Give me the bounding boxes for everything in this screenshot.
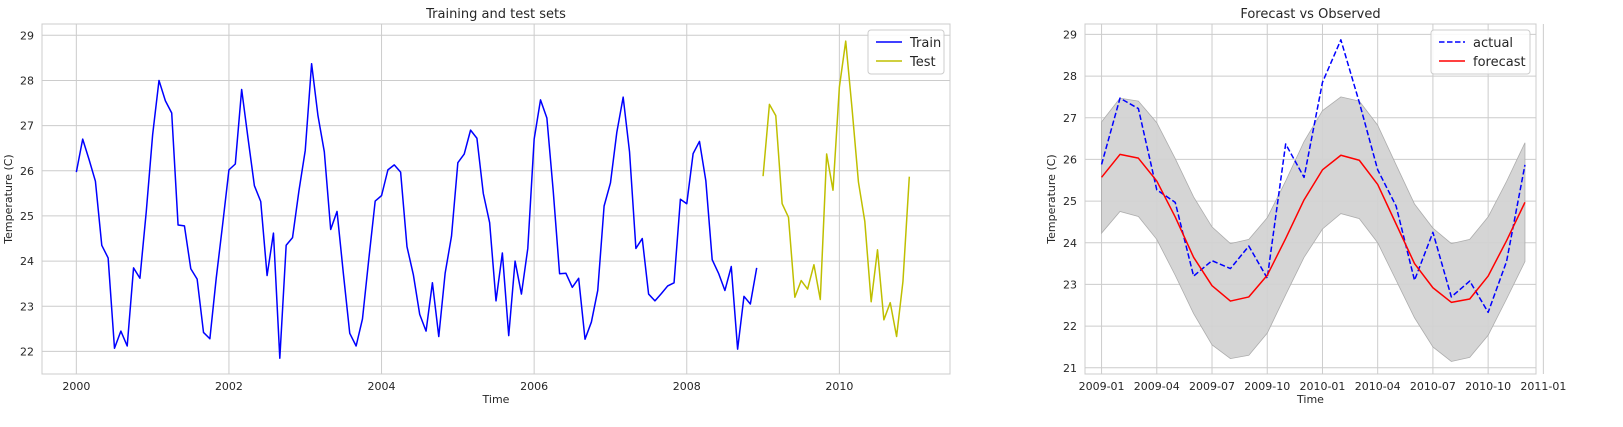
x-tick-label: 2004	[368, 380, 396, 393]
x-tick-label: 2008	[673, 380, 701, 393]
x-tick-label: 2010	[825, 380, 853, 393]
x-tick-label: 2009-01	[1079, 380, 1125, 393]
x-tick-label: 2000	[62, 380, 90, 393]
x-tick-label: 2010-07	[1410, 380, 1456, 393]
y-tick-label: 29	[1063, 28, 1077, 41]
y-tick-label: 25	[20, 210, 34, 223]
y-tick-label: 22	[1063, 320, 1077, 333]
confidence-band	[1101, 96, 1526, 362]
x-tick-label: 2009-07	[1189, 380, 1235, 393]
x-tick-label: 2006	[520, 380, 548, 393]
y-tick-label: 27	[20, 120, 34, 133]
x-tick-label: 2010-01	[1299, 380, 1345, 393]
y-tick-label: 23	[1063, 278, 1077, 291]
y-tick-label: 24	[20, 255, 34, 268]
legend-label: forecast	[1473, 55, 1526, 70]
y-tick-label: 26	[1063, 153, 1077, 166]
chart-title: Forecast vs Observed	[1240, 7, 1380, 22]
axes-frame	[1084, 23, 1537, 375]
x-axis-label: Time	[1296, 393, 1324, 406]
train-test-chart: 22 23 24 25 26 27 28 29 2000 2002 2004 2006 2008 2010…	[2, 7, 951, 406]
legend-label: Test	[909, 55, 936, 70]
y-tick-label: 27	[1063, 112, 1077, 125]
series-line-train	[75, 62, 758, 359]
y-tick-label: 25	[1063, 195, 1077, 208]
legend-box	[1430, 29, 1531, 75]
x-tick-label: 2002	[215, 380, 243, 393]
legend: Train Test	[867, 29, 945, 75]
x-tick-label: 2010-10	[1465, 380, 1511, 393]
y-tick-label: 29	[20, 29, 34, 42]
y-axis-label: Temperature (C)	[2, 154, 15, 244]
legend-label: Train	[909, 36, 941, 51]
y-tick-label: 24	[1063, 237, 1077, 250]
y-tick-label: 26	[20, 165, 34, 178]
forecast-chart: 21 22 23 24 25 26 27 28 29 2009-01 2009-04 2009-07 2…	[1045, 7, 1566, 406]
x-tick-label: 2011-01	[1520, 380, 1566, 393]
x-tick-label: 2009-04	[1134, 380, 1180, 393]
y-tick-label: 21	[1063, 362, 1077, 375]
legend-box	[867, 29, 945, 75]
y-axis-label: Temperature (C)	[1045, 154, 1058, 244]
plot-area	[42, 24, 950, 374]
y-tick-label: 28	[20, 74, 34, 87]
chart-title: Training and test sets	[425, 7, 566, 22]
x-tick-label: 2010-04	[1355, 380, 1401, 393]
series-line-forecast	[1100, 153, 1526, 304]
y-tick-label: 22	[20, 345, 34, 358]
series-line-test	[762, 40, 911, 338]
y-tick-label: 28	[1063, 70, 1077, 83]
x-tick-label: 2009-10	[1244, 380, 1290, 393]
legend: actual forecast	[1430, 29, 1531, 75]
series-line-actual	[1100, 39, 1526, 314]
axes-frame	[41, 23, 951, 375]
y-tick-label: 23	[20, 300, 34, 313]
legend-label: actual	[1473, 36, 1513, 51]
x-axis-label: Time	[482, 393, 510, 406]
